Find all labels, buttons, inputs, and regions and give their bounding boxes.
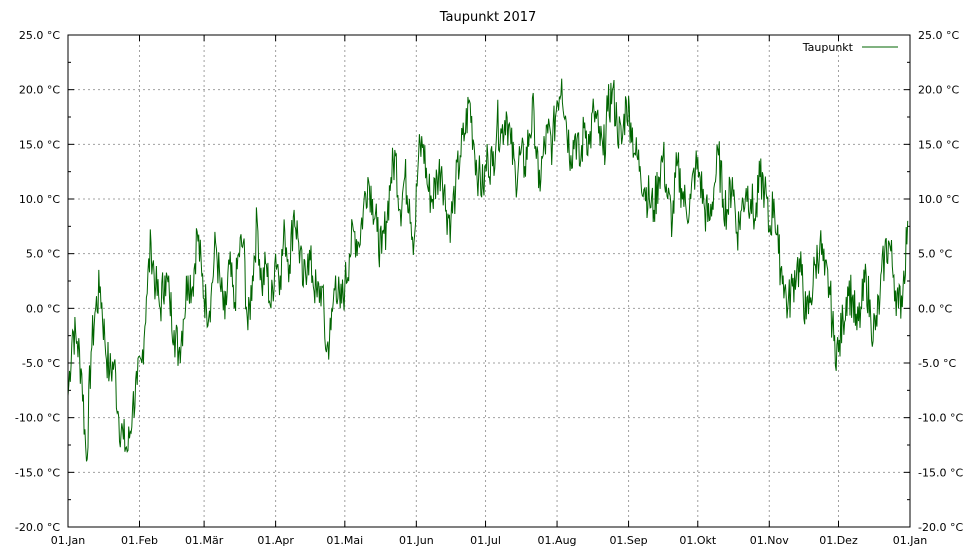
x-tick-label: 01.Jan (893, 534, 927, 547)
y-tick-label-left: 20.0 °C (19, 84, 60, 97)
chart-title: Taupunkt 2017 (439, 10, 537, 25)
x-tick-label: 01.Mär (185, 534, 224, 547)
series-layer (67, 78, 909, 462)
x-tick-label: 01.Sep (609, 534, 647, 547)
y-tick-label-right: 15.0 °C (918, 138, 959, 151)
y-tick-label-left: 10.0 °C (19, 193, 60, 206)
plot-frame (67, 34, 911, 528)
y-tick-label-left: 15.0 °C (19, 138, 60, 151)
x-tick-label: 01.Jul (470, 534, 501, 547)
y-tick-label-right: 20.0 °C (918, 84, 959, 97)
y-tick-label-left: 25.0 °C (19, 29, 60, 42)
y-tick-label-left: 0.0 °C (26, 302, 60, 315)
y-tick-label-right: 25.0 °C (918, 29, 959, 42)
y-tick-label-left: -15.0 °C (15, 466, 60, 479)
y-tick-label-right: -5.0 °C (918, 357, 956, 370)
y-tick-label-right: -15.0 °C (918, 466, 963, 479)
x-tick-label: 01.Okt (679, 534, 717, 547)
x-tick-label: 01.Aug (538, 534, 577, 547)
y-tick-label-right: -20.0 °C (918, 521, 963, 534)
y-tick-label-left: -10.0 °C (15, 412, 60, 425)
x-tick-label: 01.Nov (750, 534, 789, 547)
x-tick-label: 01.Mai (326, 534, 363, 547)
y-tick-label-left: -20.0 °C (15, 521, 60, 534)
legend-label: Taupunkt (802, 41, 854, 54)
x-tick-label: 01.Feb (121, 534, 158, 547)
series-line-taupunkt (67, 78, 909, 462)
ticks-layer: -20.0 °C -20.0 °C -15.0 °C -15.0 °C -10.0 °C… (15, 29, 964, 547)
y-tick-label-right: -10.0 °C (918, 412, 963, 425)
x-tick-label: 01.Dez (819, 534, 858, 547)
y-tick-label-right: 5.0 °C (918, 248, 952, 261)
x-tick-label: 01.Apr (257, 534, 294, 547)
y-tick-label-left: -5.0 °C (22, 357, 60, 370)
y-tick-label-left: 5.0 °C (26, 248, 60, 261)
legend: Taupunkt (802, 41, 898, 54)
x-tick-label: 01.Jan (51, 534, 85, 547)
y-tick-label-right: 10.0 °C (918, 193, 959, 206)
x-tick-label: 01.Jun (399, 534, 434, 547)
y-tick-label-right: 0.0 °C (918, 302, 952, 315)
